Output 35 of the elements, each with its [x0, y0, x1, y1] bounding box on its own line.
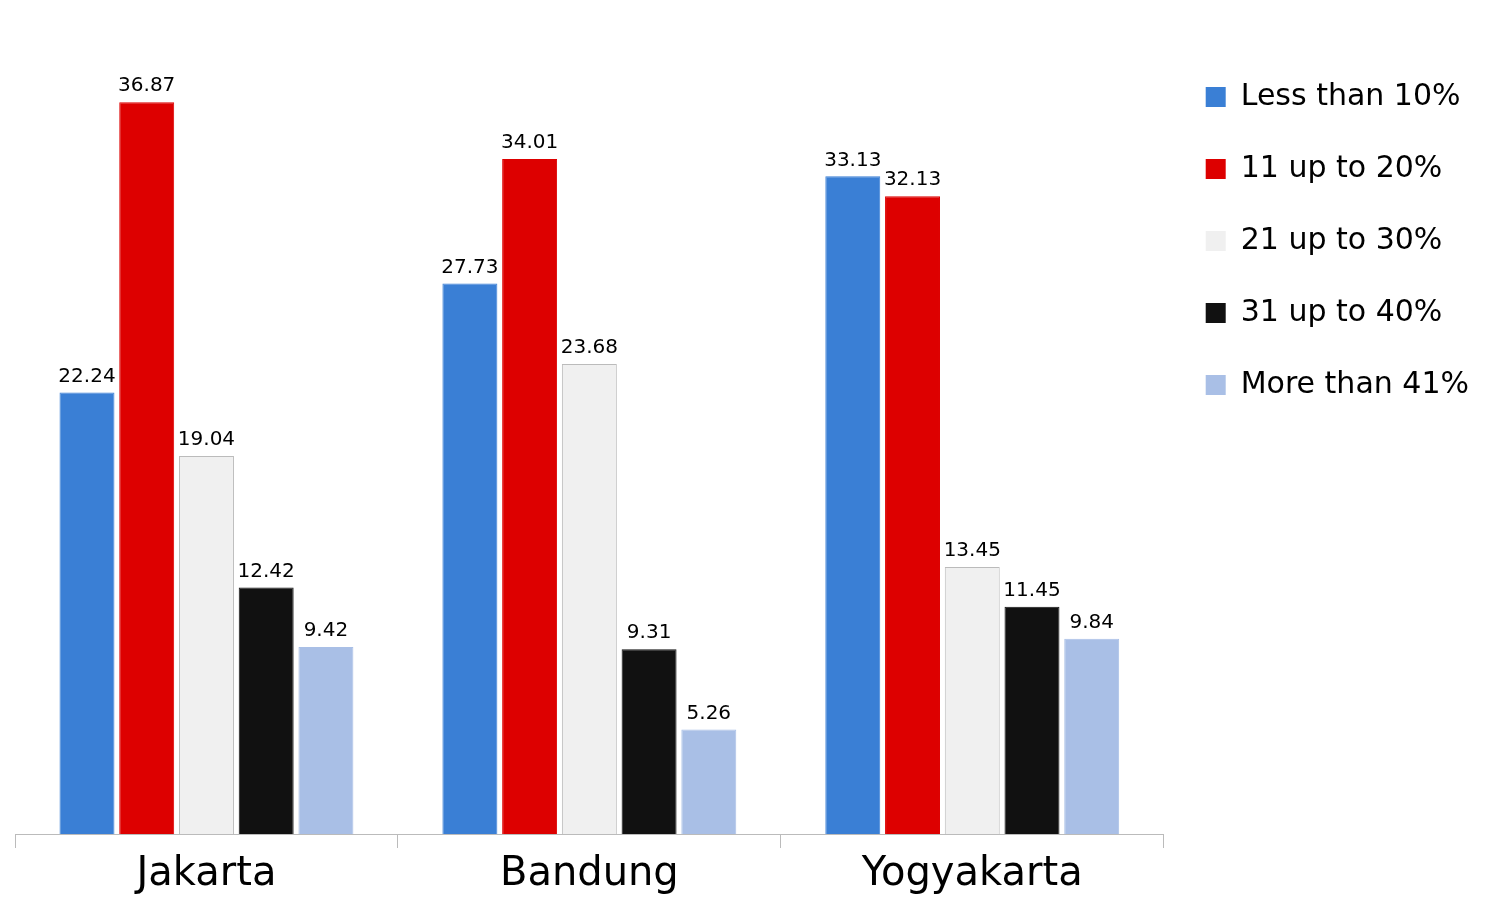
data-label: 5.26 — [686, 699, 732, 724]
legend-label: More than 41% — [1240, 364, 1469, 400]
data-label: 9.31 — [626, 619, 672, 644]
bar — [119, 102, 175, 834]
bar — [885, 196, 940, 834]
data-label: 27.73 — [441, 253, 499, 278]
data-label: 11.45 — [1003, 576, 1061, 601]
legend-label: 11 up to 20% — [1240, 148, 1443, 184]
legend-label: 21 up to 30% — [1240, 220, 1443, 256]
legend-label: Less than 10% — [1240, 76, 1461, 112]
x-tick-label: Yogyakarta — [860, 848, 1083, 895]
data-label: 36.87 — [118, 72, 176, 97]
data-label: 34.01 — [500, 129, 559, 154]
bar — [442, 283, 498, 834]
data-label: 12.42 — [237, 557, 295, 582]
data-label: 32.13 — [883, 166, 942, 191]
bar — [825, 176, 881, 834]
data-label: 13.45 — [943, 537, 1001, 562]
data-label: 9.42 — [303, 617, 349, 642]
x-tick-label: Bandung — [499, 848, 679, 895]
legend-label: 31 up to 40% — [1240, 292, 1443, 328]
data-label: 19.04 — [177, 426, 236, 451]
data-label: 23.68 — [560, 334, 618, 359]
bar — [238, 587, 294, 834]
bar — [298, 647, 354, 834]
data-label: 33.13 — [824, 146, 882, 171]
x-tick-label: Jakarta — [133, 848, 277, 895]
bar — [681, 729, 737, 834]
bar — [1064, 638, 1120, 834]
bar — [59, 392, 115, 834]
bar — [1004, 606, 1060, 834]
data-label: 22.24 — [58, 362, 116, 387]
bar — [621, 649, 677, 834]
data-label: 9.84 — [1069, 608, 1114, 633]
bar — [502, 158, 558, 834]
